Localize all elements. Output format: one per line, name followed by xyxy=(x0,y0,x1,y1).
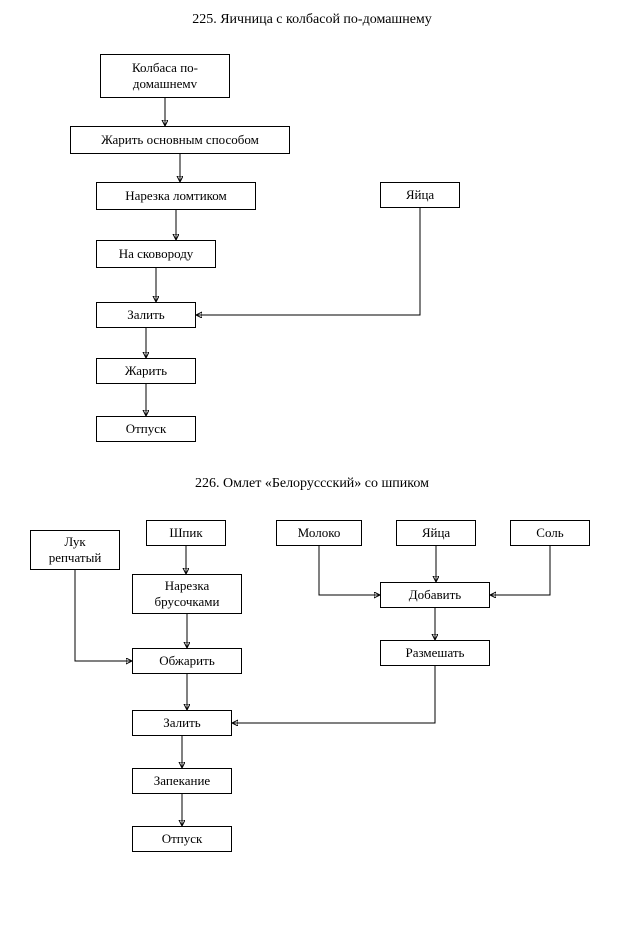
fc2-edge-10 xyxy=(232,666,435,723)
fc1-node-a6: Жарить xyxy=(96,358,196,384)
fc2-node-c_bake: Запекание xyxy=(132,768,232,794)
flowchart-2-title: 226. Омлет «Белоруссский» со шпиком xyxy=(0,476,624,492)
fc1-node-a1: Колбаса по-домашнемv xyxy=(100,54,230,98)
fc2-node-c_rel: Отпуск xyxy=(132,826,232,852)
page-canvas: 225. Яичница с колбасой по-домашнему 226… xyxy=(0,0,624,943)
fc1-node-a7: Отпуск xyxy=(96,416,196,442)
fc2-node-c_add: Добавить xyxy=(380,582,490,608)
fc2-node-c_mix: Размешать xyxy=(380,640,490,666)
fc2-node-c_milk: Молоко xyxy=(276,520,362,546)
fc1-node-a3: Нарезка ломтиком xyxy=(96,182,256,210)
fc2-edge-8 xyxy=(319,546,380,595)
fc2-node-c_shpik: Шпик xyxy=(146,520,226,546)
fc2-node-c_egg: Яйца xyxy=(396,520,476,546)
fc2-node-c_luk: Лукрепчатый xyxy=(30,530,120,570)
fc1-node-b1: Яйца xyxy=(380,182,460,208)
fc2-edge-5 xyxy=(75,570,132,661)
fc2-edge-9 xyxy=(490,546,550,595)
fc1-node-a5: Залить xyxy=(96,302,196,328)
flowchart-1-title: 225. Яичница с колбасой по-домашнему xyxy=(0,12,624,28)
fc2-node-c_cut: Нарезкабрусочками xyxy=(132,574,242,614)
fc2-node-c_fry: Обжарить xyxy=(132,648,242,674)
fc1-node-a2: Жарить основным способом xyxy=(70,126,290,154)
fc1-edge-6 xyxy=(196,208,420,315)
fc2-node-c_salt: Соль xyxy=(510,520,590,546)
fc1-node-a4: На сковороду xyxy=(96,240,216,268)
fc2-node-c_pour: Залить xyxy=(132,710,232,736)
